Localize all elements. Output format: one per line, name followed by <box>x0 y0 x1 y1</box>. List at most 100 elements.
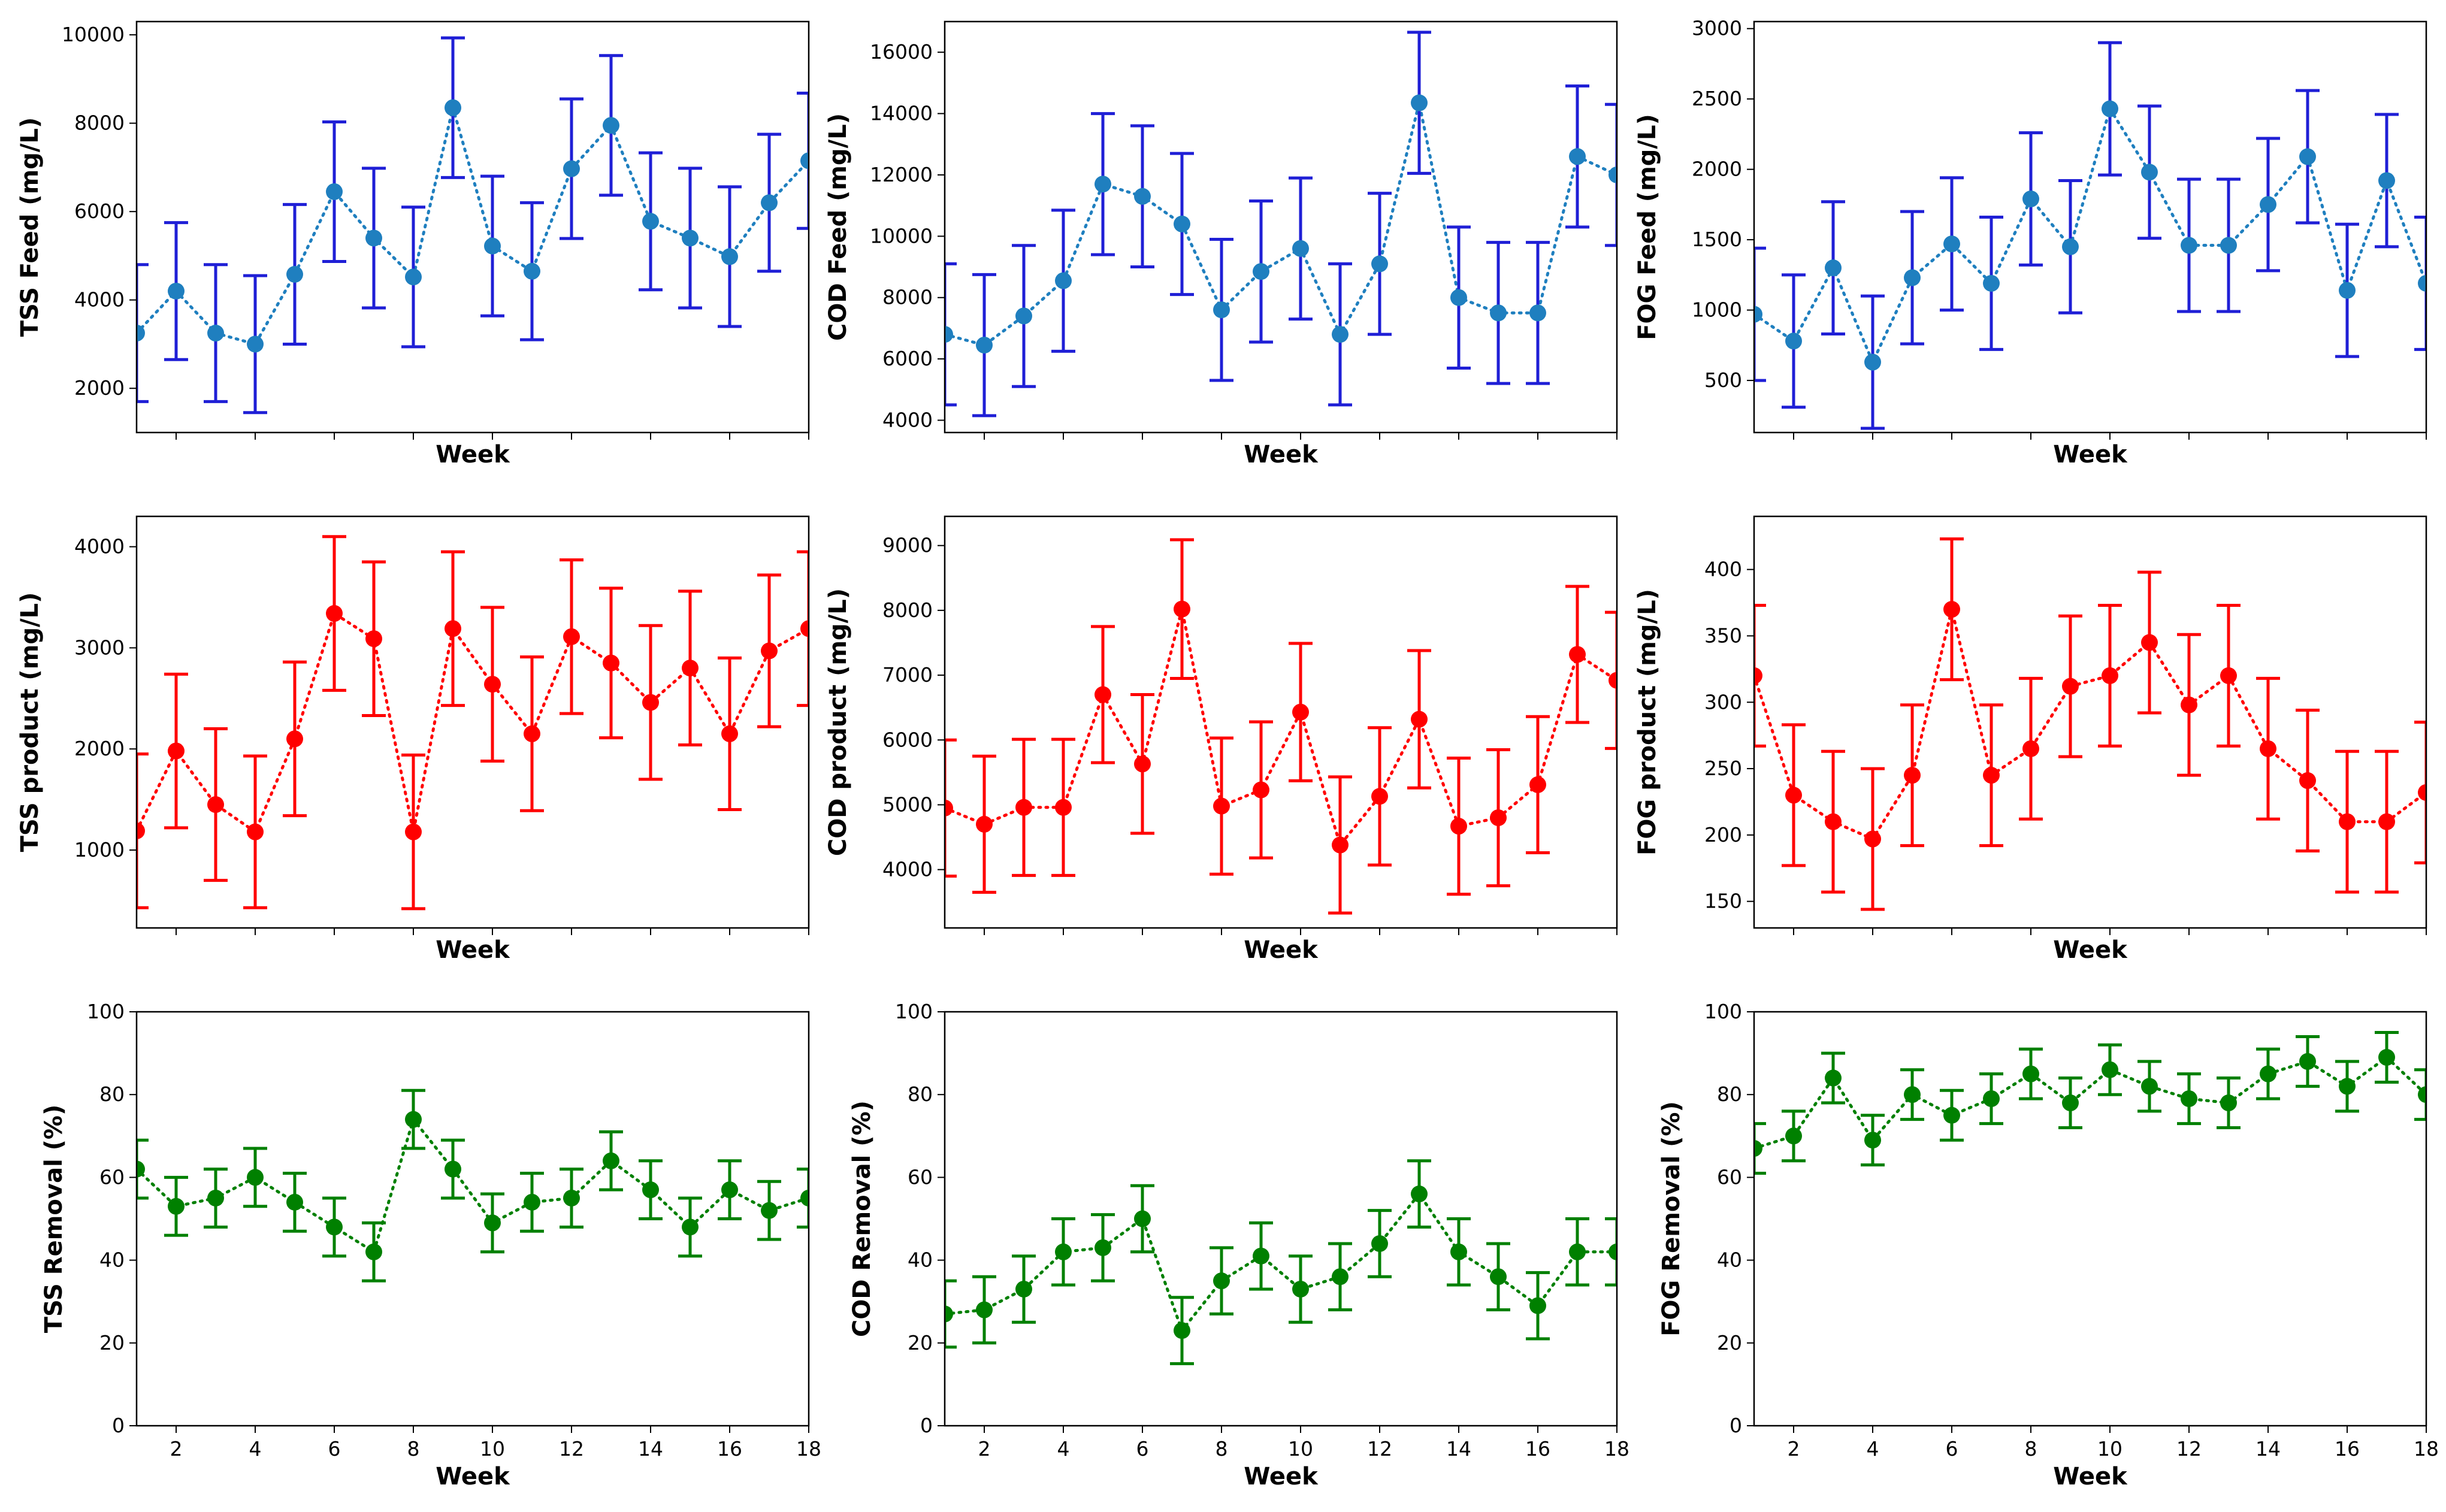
data-point <box>682 660 699 677</box>
data-point <box>976 815 993 833</box>
y-tick-label: 60 <box>908 1165 933 1189</box>
x-tick-label: 2 <box>170 1437 183 1460</box>
x-tick-label: 4 <box>1867 1437 1879 1460</box>
data-point <box>1174 600 1190 618</box>
data-point <box>326 1218 343 1236</box>
y-tick-label: 1000 <box>1692 298 1742 322</box>
data-point <box>2260 1065 2276 1082</box>
data-point <box>2102 1061 2118 1078</box>
data-point <box>2022 1065 2039 1082</box>
data-point <box>1332 1268 1349 1286</box>
data-point <box>945 1305 953 1323</box>
data-point <box>405 268 422 286</box>
series-group <box>945 1159 1617 1365</box>
x-axis-label: Week <box>2053 441 2128 468</box>
plot-frame <box>944 1011 1618 1427</box>
data-point <box>1864 353 1881 371</box>
chart-panel-5: 150 200 250 300 350 400 Week FOG product (mg/L) <box>1634 515 2427 964</box>
data-point <box>445 99 461 116</box>
y-tick-label: 0 <box>920 1414 933 1437</box>
y-tick-label: 4000 <box>74 535 125 558</box>
data-point <box>168 742 185 760</box>
data-point <box>800 620 809 637</box>
series-line <box>1754 105 2426 366</box>
y-tick-label: 20 <box>1717 1331 1742 1354</box>
x-tick-label: 2 <box>1788 1437 1800 1460</box>
y-tick-label: 40 <box>99 1248 125 1272</box>
data-point <box>1785 787 1802 804</box>
y-tick-label: 9000 <box>882 534 933 557</box>
plot-frame <box>944 20 1618 434</box>
x-axis-label: Week <box>1244 1463 1319 1490</box>
data-point <box>1253 781 1269 799</box>
data-point <box>2102 667 2118 684</box>
data-point <box>2299 1053 2316 1070</box>
y-tick-label: 10000 <box>62 23 125 46</box>
data-point <box>1529 304 1546 322</box>
data-point <box>1943 601 1960 618</box>
data-point <box>405 1111 422 1128</box>
data-point <box>2022 190 2039 208</box>
x-tick-label: 14 <box>2255 1437 2281 1460</box>
y-tick-label: 16000 <box>870 40 933 63</box>
data-point <box>2418 784 2426 801</box>
series-line <box>1754 1055 2426 1150</box>
x-tick-label: 14 <box>638 1437 663 1460</box>
data-point <box>563 160 580 177</box>
data-point <box>1569 148 1586 165</box>
data-point <box>1904 269 1921 286</box>
plot-frame <box>1753 1011 2427 1427</box>
data-point <box>2339 282 2356 299</box>
x-axis-label: Week <box>2053 1463 2128 1490</box>
data-point <box>247 335 264 353</box>
data-point <box>682 229 699 247</box>
data-point <box>2141 164 2158 181</box>
y-axis-label: COD Feed (mg/L) <box>824 113 852 341</box>
data-point <box>721 725 738 742</box>
data-point <box>286 730 303 748</box>
data-point <box>168 1197 185 1215</box>
data-point <box>1529 776 1546 793</box>
data-point <box>1864 1132 1881 1149</box>
data-point <box>1253 1247 1269 1265</box>
x-axis-label: Week <box>436 1463 510 1490</box>
data-point <box>1292 240 1309 257</box>
data-point <box>1754 667 1762 684</box>
y-tick-label: 100 <box>895 1000 933 1023</box>
data-point <box>1213 797 1230 815</box>
data-point <box>1490 304 1507 322</box>
data-point <box>2062 1094 2079 1112</box>
data-point <box>2339 813 2356 830</box>
y-tick-label: 40 <box>1717 1248 1742 1272</box>
x-tick-label: 2 <box>978 1437 991 1460</box>
data-point <box>761 194 778 211</box>
data-point <box>1213 1272 1230 1290</box>
x-tick-label: 12 <box>559 1437 584 1460</box>
y-axis-label: COD Removal (%) <box>848 1100 876 1337</box>
data-point <box>603 654 619 672</box>
x-tick-label: 12 <box>2176 1437 2202 1460</box>
data-point <box>2378 172 2395 189</box>
data-point <box>945 326 953 343</box>
y-tick-label: 100 <box>1704 1000 1742 1023</box>
data-point <box>2062 238 2079 255</box>
x-tick-label: 8 <box>407 1437 420 1460</box>
data-point <box>1785 332 1802 350</box>
data-point <box>1569 646 1586 663</box>
plot-frame <box>1753 20 2427 434</box>
data-point <box>247 1169 264 1186</box>
x-tick-label: 4 <box>249 1437 262 1460</box>
y-tick-label: 6000 <box>882 347 933 370</box>
data-point <box>1754 1140 1762 1157</box>
series-group <box>1754 1031 2426 1175</box>
x-axis-label: Week <box>2053 936 2128 964</box>
data-point <box>1253 263 1269 280</box>
data-point <box>524 725 540 742</box>
data-point <box>168 282 185 300</box>
data-point <box>1754 306 1762 323</box>
data-point <box>1134 188 1151 205</box>
data-point <box>484 1214 501 1232</box>
y-tick-label: 100 <box>87 1000 125 1023</box>
x-axis-label: Week <box>436 441 510 468</box>
